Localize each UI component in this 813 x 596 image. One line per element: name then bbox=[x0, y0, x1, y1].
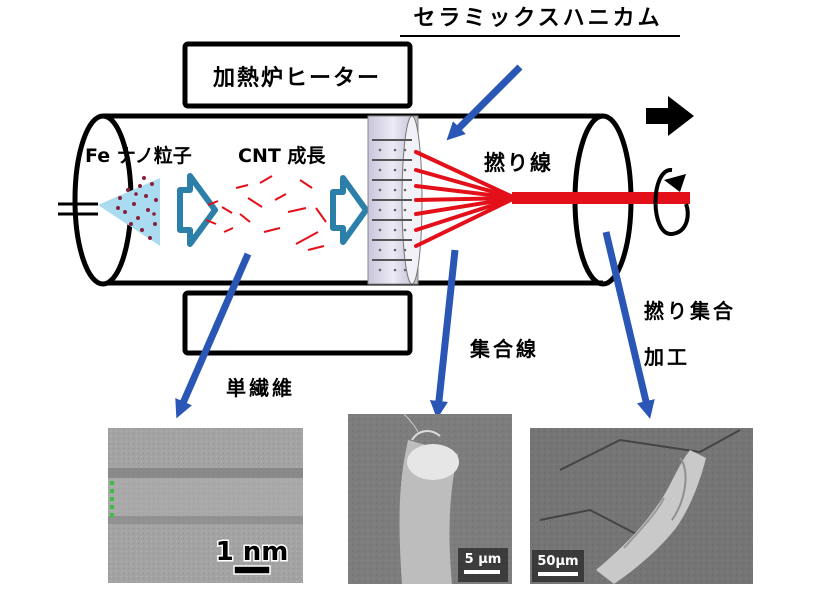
sem-assembled-scale-bar bbox=[464, 570, 500, 574]
cnt-segments bbox=[206, 176, 326, 250]
tem-single-fiber: 1 nm bbox=[108, 428, 303, 583]
honeycomb-label: セラミックスハニカム bbox=[413, 6, 662, 31]
honeycomb-pointer-arrow bbox=[453, 67, 520, 134]
single-fiber-label: 単繊維 bbox=[226, 376, 295, 400]
sem-assembled-scale-label: 5 μm bbox=[465, 552, 502, 567]
tem-scale-bar bbox=[234, 566, 270, 574]
heater-label: 加熱炉ヒーター bbox=[212, 65, 381, 91]
sem-twisted-scale-bar bbox=[538, 572, 578, 576]
sem-twisted-assembly: 50μm bbox=[530, 428, 753, 584]
fe-nanoparticle-label: Fe ナノ粒子 bbox=[85, 144, 192, 167]
flow-chevron-2 bbox=[333, 178, 366, 242]
assembled-wire-label: 集合線 bbox=[469, 337, 539, 361]
cnt-growth-label: CNT 成長 bbox=[238, 144, 326, 167]
sem-assembled-wire: 5 μm bbox=[348, 414, 512, 584]
twist-assembly-label-line2: 加工 bbox=[643, 345, 690, 369]
flow-chevron-1 bbox=[180, 176, 215, 244]
twisted-wire-label: 撚り線 bbox=[484, 151, 553, 175]
twist-assembly-label-line1: 撚り集合 bbox=[644, 299, 736, 323]
tem-scale-label: 1 nm bbox=[216, 537, 289, 567]
assembled-wire-arrow bbox=[438, 250, 455, 410]
ceramic-honeycomb bbox=[368, 116, 422, 284]
sem-twisted-scale-label: 50μm bbox=[537, 554, 578, 569]
twist-assembly-arrow bbox=[606, 232, 648, 410]
right-arrow-icon bbox=[646, 96, 694, 136]
